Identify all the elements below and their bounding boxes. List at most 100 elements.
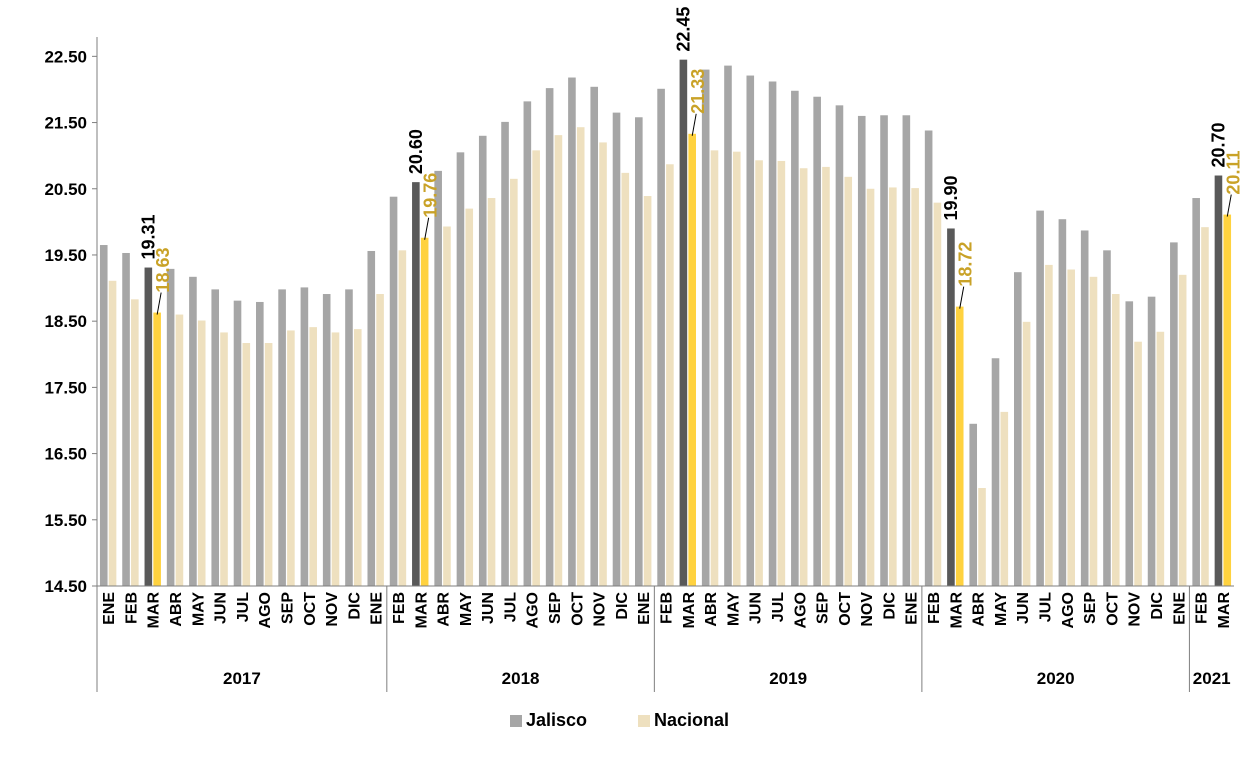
bar-nacional [822,166,830,586]
bar-jalisco [1036,210,1044,587]
bar-jalisco [880,115,888,587]
x-tick-label: OCT [837,592,854,626]
bar-nacional [465,208,474,586]
bar-nacional [978,488,986,586]
bar-nacional [1201,227,1209,586]
y-tick-label: 20.50 [44,180,87,199]
axes-layer: 14.50 15.50 16.50 17.50 18.50 19.50 20.50 21.50… [44,37,1234,692]
bar-nacional [1000,411,1009,586]
bar-jalisco [1192,198,1200,586]
x-tick-label: MAR [413,592,430,629]
data-label-nacional: 21.33 [688,69,708,114]
x-tick-label: JUL [1038,592,1055,622]
bar-nacional [889,187,897,586]
bar-nacional [443,226,451,586]
bar-nacional [376,294,384,586]
x-tick-label: AGO [792,592,809,628]
bar-jalisco [947,228,955,587]
bar-nacional [1067,269,1075,586]
y-tick-label: 21.50 [44,114,87,133]
bar-nacional [398,250,407,586]
x-tick-label: AGO [1060,592,1077,628]
bar-nacional [710,150,719,587]
x-tick-label: JUN [1015,592,1032,624]
bar-jalisco [724,65,732,587]
bar-jalisco [657,88,665,586]
bar-jalisco [1125,301,1134,586]
x-tick-label: MAR [681,592,698,629]
year-label: 2020 [1037,669,1075,688]
bar-jalisco [1214,175,1223,586]
bar-jalisco [813,96,821,586]
bar-nacional [1223,214,1232,586]
bar-nacional [599,142,607,586]
x-tick-label: ENE [101,592,118,625]
bar-nacional [175,314,184,586]
year-label: 2017 [223,669,261,688]
x-tick-label: ABR [436,592,453,627]
bar-jalisco [122,252,130,587]
data-label-nacional: 20.11 [1223,151,1243,195]
bar-nacional [576,127,585,586]
bar-jalisco [1103,250,1111,586]
x-tick-label: SEP [815,592,832,624]
data-label-jalisco: 19.31 [138,214,158,259]
bar-nacional [264,343,273,586]
bar-nacional [487,198,496,586]
bar-nacional [1134,341,1142,586]
bar-jalisco [857,115,866,587]
x-tick-label: ABR [971,592,988,627]
bar-nacional [1111,294,1120,586]
bar-jalisco [635,117,643,586]
x-tick-label: JUN [748,592,765,624]
x-tick-label: SEP [280,592,297,624]
bar-nacional [309,327,317,586]
x-tick-label: NOV [592,592,609,627]
bar-nacional [220,332,228,586]
x-tick-label: ENE [1171,592,1188,625]
bar-nacional [666,164,674,586]
bar-jalisco [211,289,220,586]
bar-jalisco [701,69,710,587]
x-tick-label: DIC [346,592,363,620]
bar-nacional [866,188,875,586]
bar-nacional [1156,331,1165,586]
bar-jalisco [969,423,978,586]
x-tick-label: MAY [190,592,207,626]
bar-jalisco [99,245,108,586]
bar-nacional [755,160,763,587]
year-label: 2019 [769,669,807,688]
y-tick-label: 15.50 [44,511,87,530]
x-tick-label: ENE [369,592,386,625]
data-label-leader [691,113,697,136]
y-tick-label: 19.50 [44,246,87,265]
bar-nacional [1178,274,1187,586]
data-label-leader [156,292,162,315]
x-tick-label: MAR [1216,592,1233,629]
x-tick-label: OCT [569,592,586,626]
bar-jalisco [434,170,442,586]
y-tick-label: 22.50 [44,47,87,66]
x-tick-label: ABR [703,592,720,627]
bar-jalisco [412,182,420,586]
bar-jalisco [545,88,554,587]
bar-jalisco [1170,242,1178,586]
x-tick-label: OCT [302,592,319,626]
bar-nacional [777,160,786,586]
bar-nacional [532,150,540,587]
data-label-jalisco: 20.70 [1208,122,1228,167]
bar-nacional [108,280,117,586]
data-label-nacional: 19.76 [421,173,441,218]
bar-jalisco [835,105,844,586]
bar-jalisco [679,59,688,587]
x-tick-label: DIC [1149,592,1166,620]
x-tick-label: OCT [1104,592,1121,626]
bar-nacional [1089,276,1098,586]
x-tick-label: ABR [168,592,185,627]
x-tick-label: FEB [1194,592,1211,624]
bar-jalisco [456,152,465,586]
x-tick-label: ENE [636,592,653,625]
legend-swatch [510,715,522,727]
bar-jalisco [1058,219,1067,586]
bar-nacional [510,178,518,586]
